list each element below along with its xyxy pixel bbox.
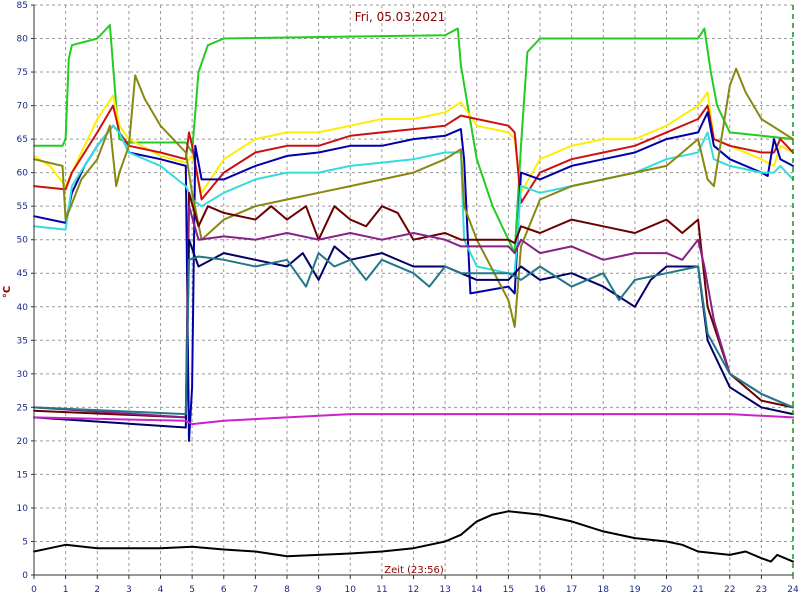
series-line-2 [33,91,794,194]
y-tick-label: 65 [17,135,28,145]
x-tick-label: 13 [439,585,450,595]
x-tick-label: 6 [221,585,227,595]
x-tick-label: 1 [63,585,69,595]
series-line-11 [33,413,794,426]
series-line-1 [33,24,794,255]
series-line-6 [33,67,794,328]
y-axis-label: °C [2,286,13,298]
x-tick-label: 14 [471,585,483,595]
y-tick-label: 50 [17,236,29,246]
x-tick-label: 17 [566,585,577,595]
x-tick-label: 7 [253,585,259,595]
series-group [33,24,794,563]
x-tick-label: 23 [756,585,767,595]
x-tick-label: 0 [31,585,37,595]
x-tick-label: 3 [126,585,132,595]
y-tick-label: 5 [22,537,28,547]
x-tick-label: 20 [661,585,673,595]
y-tick-label: 30 [17,370,29,380]
y-tick-label: 80 [17,35,29,45]
x-tick-label: 5 [189,585,195,595]
x-tick-label: 16 [534,585,546,595]
y-tick-label: 0 [22,571,28,581]
x-tick-label: 19 [629,585,641,595]
x-tick-label: 4 [158,585,164,595]
series-line-8 [33,205,794,419]
y-tick-label: 20 [17,437,29,447]
x-tick-label: 12 [408,585,419,595]
y-tick-label: 85 [17,1,28,11]
x-tick-label: 8 [284,585,290,595]
x-tick-label: 11 [376,585,387,595]
x-tick-label: 2 [94,585,100,595]
series-line-10 [33,252,794,416]
y-tick-label: 70 [17,102,29,112]
y-tick-label: 15 [17,470,28,480]
y-tick-label: 25 [17,403,28,413]
x-tick-label: 18 [598,585,610,595]
x-tick-label: 21 [692,585,703,595]
y-tick-label: 35 [17,336,28,346]
y-tick-label: 45 [17,269,28,279]
x-axis-label: Zeit (23:56) [384,565,444,576]
y-tick-label: 10 [17,504,29,514]
chart-title: Fri, 05.03.2021 [355,10,446,24]
y-tick-label: 55 [17,202,28,212]
x-tick-label: 15 [503,585,514,595]
x-tick-label: 10 [345,585,357,595]
y-tick-label: 40 [17,303,29,313]
x-tick-label: 9 [316,585,322,595]
x-tick-label: 22 [724,585,735,595]
series-line-5 [33,124,794,275]
x-tick-label: 24 [787,585,799,595]
y-tick-label: 75 [17,68,28,78]
series-line-12 [33,510,794,563]
y-tick-label: 60 [17,169,29,179]
